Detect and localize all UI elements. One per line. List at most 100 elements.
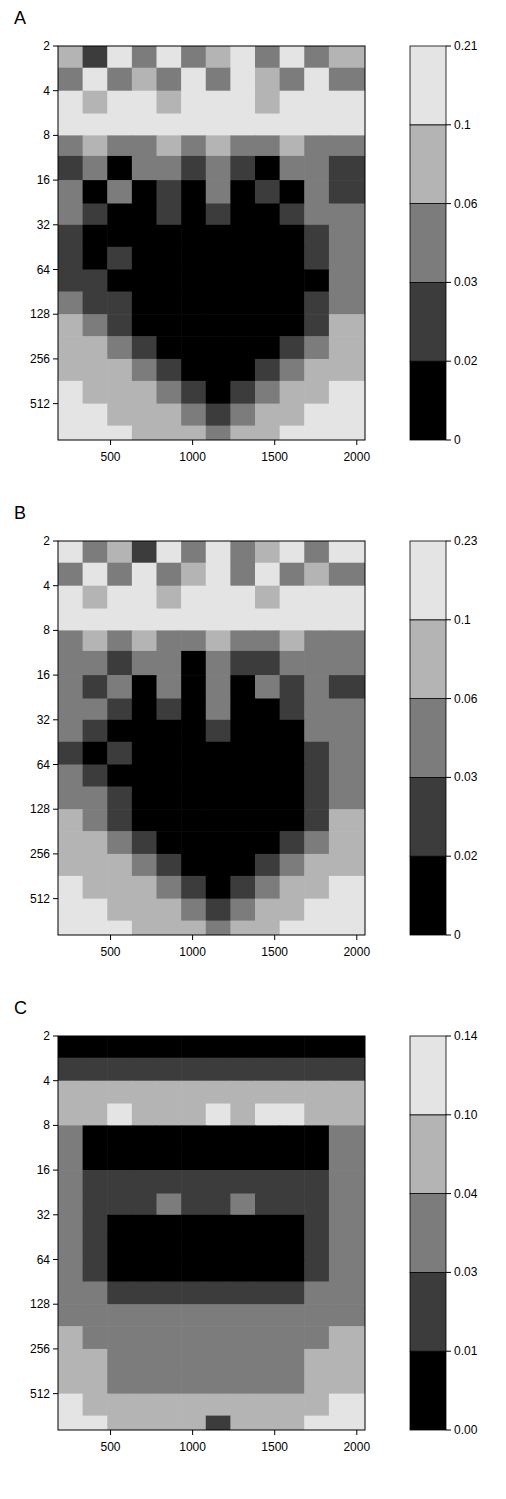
cell (181, 1349, 206, 1372)
cell (255, 765, 280, 788)
cell (255, 1371, 280, 1394)
x-tick-label: 1000 (179, 1440, 206, 1454)
colorbar-tick-label: 0.21 (454, 39, 478, 53)
cell (107, 1170, 132, 1194)
cell (58, 809, 83, 832)
cell (206, 899, 231, 922)
colorbar-tick (446, 1351, 451, 1352)
x-tick (356, 1430, 357, 1435)
cell (329, 314, 365, 337)
cell (304, 765, 329, 788)
cell (280, 270, 305, 293)
cell (83, 630, 108, 651)
cell (255, 135, 280, 156)
cell (255, 1326, 280, 1349)
cell (206, 831, 231, 854)
cell (58, 156, 83, 181)
y-tick (53, 1170, 58, 1171)
cell (157, 854, 182, 877)
colorbar-tick (446, 541, 451, 542)
cell (280, 854, 305, 877)
cell (255, 247, 280, 270)
cell (255, 180, 280, 204)
cell (157, 787, 182, 810)
colorbar-tick (446, 935, 451, 936)
cell (206, 720, 231, 743)
cell (230, 204, 255, 226)
cell (58, 1326, 83, 1349)
cell (132, 675, 157, 699)
colorbar-tick (446, 361, 451, 362)
cell (329, 225, 365, 248)
cell (230, 921, 255, 935)
cell (107, 247, 132, 270)
cell (230, 609, 255, 631)
x-tick-label: 1500 (261, 945, 288, 959)
cell (255, 1237, 280, 1260)
cell (83, 1036, 108, 1058)
cell (83, 1170, 108, 1194)
cell (280, 1394, 305, 1417)
cell (329, 156, 365, 181)
cell (157, 426, 182, 440)
cell (83, 809, 108, 832)
cell (230, 787, 255, 810)
cell (132, 292, 157, 315)
y-tick-label: 16 (37, 668, 51, 682)
cell (181, 1260, 206, 1283)
cell (58, 630, 83, 651)
cell (132, 1394, 157, 1417)
cell (58, 609, 83, 631)
cell (255, 1260, 280, 1283)
cell (255, 314, 280, 337)
cell (304, 1416, 329, 1430)
cell (157, 1394, 182, 1417)
cell (83, 292, 108, 315)
cell (107, 876, 132, 899)
cell (83, 426, 108, 440)
cell (181, 1170, 206, 1194)
cell (157, 1260, 182, 1283)
cell (255, 1194, 280, 1216)
cell (132, 831, 157, 854)
cell (304, 1394, 329, 1417)
cell (329, 1304, 365, 1327)
cell (157, 1416, 182, 1430)
cell (132, 1194, 157, 1216)
cell (329, 921, 365, 935)
cell (107, 563, 132, 587)
colorbar-tick-label: 0.00 (454, 1423, 478, 1437)
cell (255, 114, 280, 136)
cell (304, 314, 329, 337)
cell (107, 742, 132, 765)
cell (329, 180, 365, 204)
cell (255, 1036, 280, 1058)
cell (230, 720, 255, 743)
cell (255, 586, 280, 609)
cell (83, 225, 108, 248)
cell (304, 1237, 329, 1260)
cell (83, 91, 108, 114)
cell (132, 1170, 157, 1194)
cell (280, 831, 305, 854)
cell (83, 204, 108, 226)
cell (255, 1170, 280, 1194)
cell (329, 586, 365, 609)
panel-letter: C (14, 998, 27, 1018)
cell (304, 541, 329, 563)
cell (132, 359, 157, 382)
cell (181, 1394, 206, 1417)
colorbar-band (410, 541, 446, 620)
cell (280, 404, 305, 427)
cell (304, 91, 329, 114)
cell (329, 114, 365, 136)
cell (230, 630, 255, 651)
cell (329, 46, 365, 68)
cell (157, 831, 182, 854)
cell (230, 68, 255, 92)
cell (304, 270, 329, 293)
cell (132, 899, 157, 922)
colorbar-band (410, 361, 446, 440)
cell (181, 156, 206, 181)
cell (329, 1058, 365, 1082)
